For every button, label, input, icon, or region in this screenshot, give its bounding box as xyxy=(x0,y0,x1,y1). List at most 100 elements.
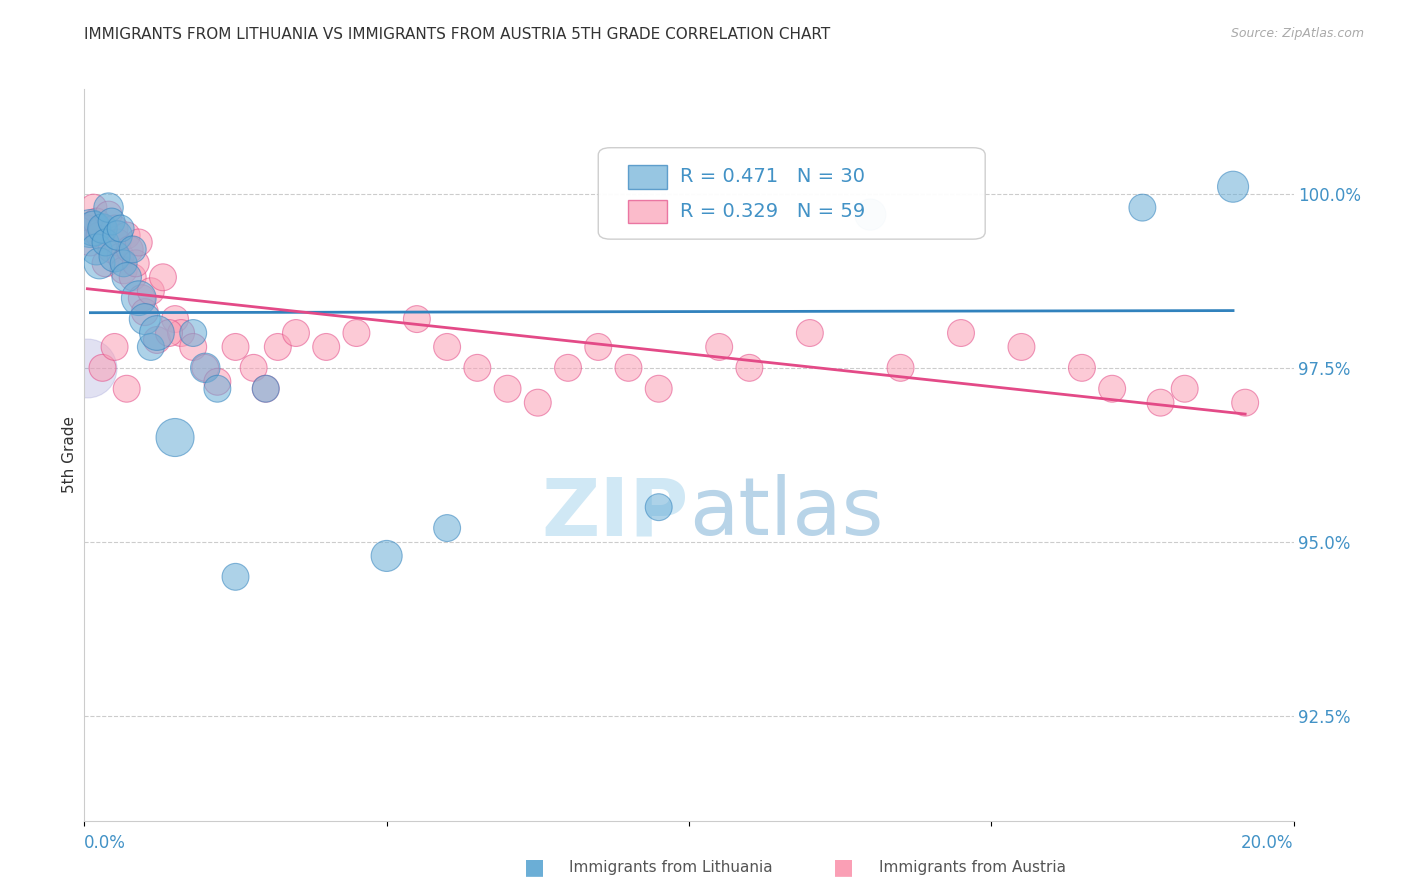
Text: 20.0%: 20.0% xyxy=(1241,834,1294,852)
Point xyxy=(950,326,973,340)
Text: R = 0.329   N = 59: R = 0.329 N = 59 xyxy=(681,202,866,221)
Text: IMMIGRANTS FROM LITHUANIA VS IMMIGRANTS FROM AUSTRIA 5TH GRADE CORRELATION CHART: IMMIGRANTS FROM LITHUANIA VS IMMIGRANTS … xyxy=(84,27,831,42)
Point xyxy=(588,340,610,354)
Point xyxy=(139,340,162,354)
Bar xyxy=(628,165,668,189)
Point xyxy=(285,326,308,340)
Point xyxy=(152,270,174,285)
Point xyxy=(225,570,247,584)
Text: R = 0.471   N = 30: R = 0.471 N = 30 xyxy=(681,168,866,186)
Point xyxy=(82,221,104,235)
FancyBboxPatch shape xyxy=(599,148,986,239)
Point xyxy=(157,326,180,340)
Point xyxy=(225,340,247,354)
Point xyxy=(496,382,519,396)
Point xyxy=(194,360,217,375)
Point xyxy=(107,228,129,243)
Point xyxy=(738,360,761,375)
Point xyxy=(110,221,132,235)
Point xyxy=(89,228,111,243)
Point xyxy=(100,243,122,257)
Point xyxy=(1234,395,1257,409)
Point xyxy=(527,395,550,409)
Point xyxy=(76,221,98,235)
Point xyxy=(121,243,143,257)
Point xyxy=(79,235,101,250)
Point xyxy=(254,382,277,396)
Point xyxy=(467,360,489,375)
Point xyxy=(86,243,108,257)
Point xyxy=(107,235,129,250)
Point xyxy=(139,284,162,298)
Point xyxy=(194,360,217,375)
Point xyxy=(436,340,458,354)
Point xyxy=(104,249,127,263)
Point xyxy=(121,270,143,285)
Point xyxy=(91,221,114,235)
Point xyxy=(97,208,120,222)
Point xyxy=(82,201,104,215)
Point xyxy=(104,340,127,354)
Point xyxy=(146,333,169,347)
Point xyxy=(134,305,156,319)
Point xyxy=(115,228,138,243)
Text: ZIP: ZIP xyxy=(541,475,689,552)
Point xyxy=(1174,382,1197,396)
Point xyxy=(315,340,337,354)
Point xyxy=(79,221,101,235)
Point xyxy=(207,382,229,396)
Point xyxy=(890,360,912,375)
Point xyxy=(128,235,150,250)
Point xyxy=(134,312,156,326)
Point xyxy=(112,263,135,277)
Point xyxy=(1071,360,1094,375)
Point xyxy=(648,500,671,515)
Point xyxy=(1132,201,1154,215)
Point xyxy=(242,360,264,375)
Point xyxy=(648,382,671,396)
Point xyxy=(97,201,120,215)
Text: 0.0%: 0.0% xyxy=(84,834,127,852)
Text: Immigrants from Lithuania: Immigrants from Lithuania xyxy=(569,860,773,874)
Point xyxy=(100,214,122,228)
Point xyxy=(254,382,277,396)
Point xyxy=(170,326,193,340)
Point xyxy=(128,291,150,305)
Bar xyxy=(628,200,668,223)
Point xyxy=(436,521,458,535)
Point xyxy=(1149,395,1171,409)
Point xyxy=(91,221,114,235)
Point xyxy=(146,326,169,340)
Point xyxy=(1222,179,1244,194)
Point xyxy=(181,340,204,354)
Text: Source: ZipAtlas.com: Source: ZipAtlas.com xyxy=(1230,27,1364,40)
Text: ■: ■ xyxy=(524,857,544,877)
Point xyxy=(165,312,187,326)
Point xyxy=(267,340,290,354)
Point xyxy=(207,375,229,389)
Point xyxy=(181,326,204,340)
Text: atlas: atlas xyxy=(689,475,883,552)
Point xyxy=(94,256,117,270)
Point xyxy=(89,256,111,270)
Point xyxy=(859,208,882,222)
Point xyxy=(118,243,141,257)
Point xyxy=(131,291,153,305)
Y-axis label: 5th Grade: 5th Grade xyxy=(62,417,77,493)
Point xyxy=(406,312,429,326)
Point xyxy=(165,430,187,444)
Point xyxy=(115,382,138,396)
Point xyxy=(125,256,148,270)
Point xyxy=(104,221,127,235)
Point xyxy=(1011,340,1033,354)
Point xyxy=(91,360,114,375)
Point xyxy=(94,235,117,250)
Point xyxy=(115,270,138,285)
Point xyxy=(110,249,132,263)
Point xyxy=(112,256,135,270)
Point xyxy=(799,326,821,340)
Point xyxy=(86,214,108,228)
Point xyxy=(346,326,368,340)
Text: Immigrants from Austria: Immigrants from Austria xyxy=(879,860,1066,874)
Point xyxy=(1101,382,1123,396)
